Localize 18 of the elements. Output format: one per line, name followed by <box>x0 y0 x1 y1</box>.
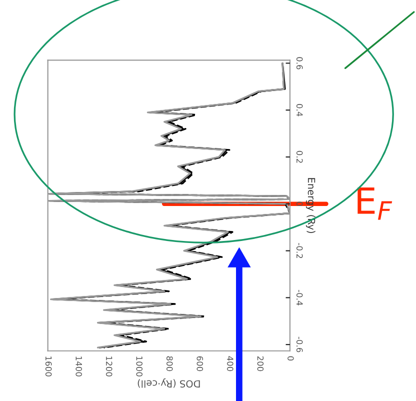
x-tick-label: 800 <box>166 356 173 372</box>
y-tick-label: -0.2 <box>296 243 303 258</box>
x-tick-label: 1400 <box>76 356 82 376</box>
y-tick-label: 0.6 <box>296 57 303 70</box>
y-tick-label: 0.4 <box>296 104 303 116</box>
y-tick-label: -0.4 <box>296 290 303 306</box>
ref-line-label: E$_{F}$ <box>358 187 392 220</box>
x-tick-label: 400 <box>227 356 234 372</box>
x-tick-label: 1000 <box>136 356 143 376</box>
x-tick-label: 0 <box>288 356 294 360</box>
x-tick-label: 600 <box>196 356 204 372</box>
x-tick-label: 1200 <box>106 356 112 376</box>
x-tick-label: 200 <box>257 356 264 372</box>
y-tick-label: -0.6 <box>296 336 303 352</box>
y-tick-label: 0.2 <box>296 150 303 163</box>
y-tick-label: 0 <box>296 202 303 206</box>
x-tick-label: 1600 <box>45 356 52 376</box>
x-axis-title: DOS (Ry·cell) <box>138 378 200 388</box>
